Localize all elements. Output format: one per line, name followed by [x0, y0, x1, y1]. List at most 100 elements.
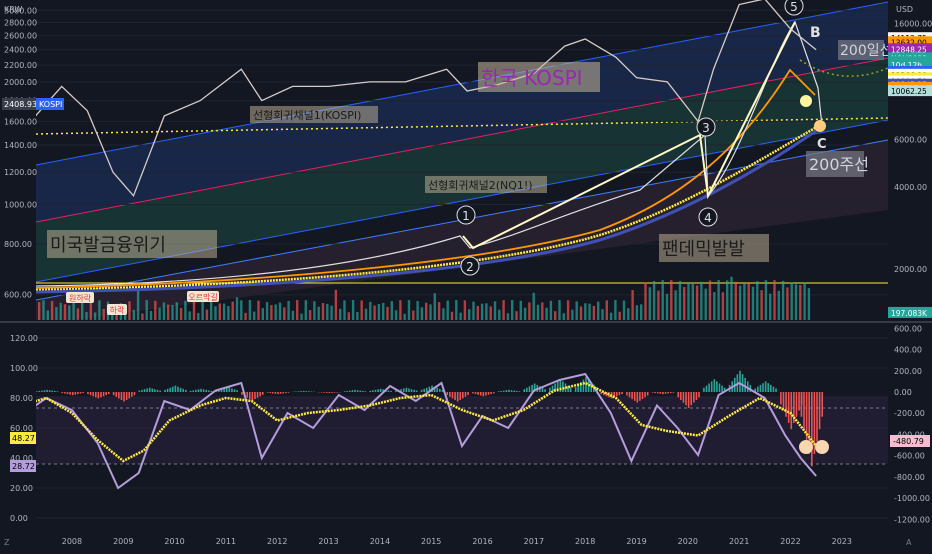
volume-bar — [85, 312, 87, 320]
histogram-bar — [673, 392, 675, 393]
histogram-bar — [767, 383, 769, 392]
tag-decline-2: 하락 — [107, 304, 127, 315]
histogram-bar — [454, 392, 456, 400]
volume-bar — [292, 311, 294, 320]
volume-bar — [687, 283, 689, 320]
corner-left-label[interactable]: Z — [4, 538, 10, 547]
histogram-bar — [195, 390, 197, 392]
histogram-bar — [511, 390, 513, 392]
volume-bar — [799, 285, 801, 320]
time-axis-tick: 2011 — [216, 537, 236, 546]
volume-bar — [722, 292, 724, 320]
volume-bar — [72, 302, 74, 320]
volume-bar — [666, 294, 668, 320]
volume-bar — [201, 300, 203, 320]
right-price-badge-text: 10062.25 — [891, 87, 927, 96]
osc-right-axis[interactable]: 600.00400.00200.000.00-200.00-400.00-600… — [894, 324, 930, 524]
osc-right-axis-tick: -200.00 — [894, 409, 925, 418]
volume-bar — [408, 300, 410, 320]
osc-left-axis-tick: 120.00 — [10, 334, 38, 343]
volume-bar — [773, 280, 775, 320]
histogram-bar — [303, 391, 305, 392]
corner-right-label[interactable]: A — [906, 538, 912, 547]
volume-bar — [180, 308, 182, 320]
volume-bar — [137, 288, 139, 320]
histogram-bar — [403, 388, 405, 392]
histogram-bar — [765, 381, 767, 392]
histogram-bar — [390, 391, 392, 392]
volume-bar — [425, 303, 427, 320]
histogram-bar — [639, 392, 641, 401]
volume-bar — [511, 300, 513, 320]
volume-bar — [64, 304, 66, 320]
volume-bar — [42, 300, 44, 320]
volume-bar — [653, 281, 655, 320]
svg-text:4: 4 — [704, 211, 712, 225]
histogram-bar — [498, 391, 500, 392]
svg-text:원하락: 원하락 — [69, 293, 92, 303]
marker-b — [800, 95, 812, 107]
svg-text:2: 2 — [466, 260, 474, 274]
volume-bar — [545, 308, 547, 320]
histogram-bar — [98, 392, 100, 398]
volume-bar — [752, 287, 754, 320]
histogram-bar — [234, 389, 236, 392]
tag-uphill: 오르막길 — [187, 291, 219, 302]
volume-bar — [305, 300, 307, 320]
osc-left-axis-tick: 20.00 — [10, 484, 33, 493]
osc-right-axis-tick: 600.00 — [894, 324, 922, 333]
histogram-bar — [406, 388, 408, 392]
time-axis-tick: 2023 — [832, 537, 852, 546]
volume-bar — [103, 309, 105, 320]
volume-bar — [391, 301, 393, 320]
oscillator-panel[interactable] — [21, 338, 888, 518]
volume-bar — [429, 304, 431, 320]
svg-text:오르막길: 오르막길 — [188, 292, 217, 302]
volume-bar — [330, 306, 332, 320]
main-panel[interactable] — [21, 0, 888, 325]
volume-bar — [382, 303, 384, 320]
histogram-bar — [523, 389, 525, 392]
histogram-bar — [631, 392, 633, 399]
histogram-bar — [134, 392, 136, 395]
volume-bar — [275, 304, 277, 320]
volume-bar — [636, 305, 638, 320]
histogram-bar — [423, 389, 425, 392]
histogram-bar — [334, 392, 336, 393]
histogram-bar — [115, 392, 117, 397]
histogram-bar — [377, 389, 379, 392]
histogram-bar — [67, 392, 69, 394]
histogram-bar — [811, 392, 813, 466]
time-axis-tick: 2008 — [62, 537, 82, 546]
histogram-bar — [41, 391, 43, 392]
volume-bar — [558, 300, 560, 320]
histogram-bar — [241, 392, 243, 395]
volume-bar — [713, 292, 715, 320]
left-price-axis[interactable]: 3000.002800.002600.002400.002200.002000.… — [4, 6, 37, 299]
histogram-bar — [680, 392, 682, 400]
time-axis-tick: 2017 — [524, 537, 544, 546]
volume-bar — [158, 308, 160, 320]
volume-bar — [434, 293, 436, 320]
histogram-bar — [105, 392, 107, 395]
volume-bar — [459, 313, 461, 320]
volume-bar — [167, 305, 169, 320]
right-currency-label: USD — [896, 5, 913, 14]
histogram-bar — [169, 388, 171, 392]
left-axis-tick: 1200.00 — [4, 168, 37, 177]
volume-bar — [279, 303, 281, 320]
annotation-ma-200w: 200주선 — [809, 155, 869, 174]
svg-text:5: 5 — [790, 0, 798, 14]
histogram-bar — [36, 391, 38, 392]
histogram-bar — [670, 392, 672, 393]
histogram-bar — [87, 392, 89, 394]
annotation-channel-2: 선형회귀채널2(NQ1!) — [428, 179, 533, 192]
histogram-bar — [269, 392, 271, 393]
volume-bar — [597, 302, 599, 320]
histogram-bar — [542, 388, 544, 392]
osc-left-axis-tick: 100.00 — [10, 364, 38, 373]
histogram-bar — [95, 392, 97, 397]
